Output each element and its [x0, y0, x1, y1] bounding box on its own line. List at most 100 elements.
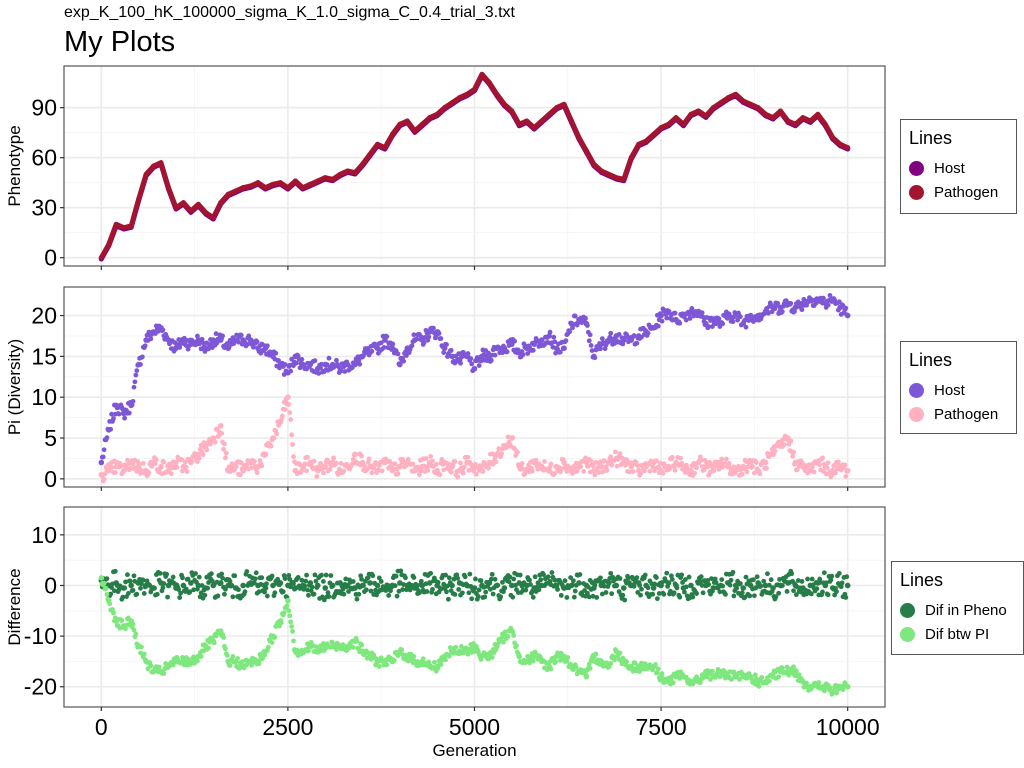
data-point: [304, 468, 309, 474]
data-point: [553, 350, 559, 356]
data-point: [289, 624, 295, 629]
data-point: [788, 438, 794, 444]
data-point: [250, 344, 256, 350]
data-point: [531, 125, 537, 131]
data-point: [430, 586, 435, 592]
data-point: [630, 469, 636, 474]
data-point: [739, 471, 745, 477]
data-point: [367, 580, 373, 586]
data-point: [146, 470, 152, 476]
data-point: [593, 459, 599, 465]
data-point: [434, 111, 440, 117]
data-point: [517, 572, 523, 578]
data-point: [538, 577, 544, 583]
data-point: [754, 574, 760, 580]
data-point: [356, 591, 362, 597]
data-point: [471, 468, 476, 474]
data-point: [367, 151, 373, 157]
data-point: [709, 576, 714, 581]
data-point: [469, 596, 475, 602]
data-point: [688, 111, 694, 117]
data-point: [456, 587, 462, 592]
data-point: [745, 464, 751, 470]
data-point: [694, 591, 699, 596]
data-point: [442, 105, 448, 111]
data-point: [471, 365, 478, 372]
data-point: [834, 690, 839, 696]
data-point: [337, 171, 343, 177]
data-point: [456, 351, 462, 357]
data-point: [373, 460, 379, 465]
data-point: [723, 456, 729, 462]
data-point: [392, 583, 398, 589]
data-point: [546, 333, 552, 339]
data-point: [379, 468, 385, 474]
data-point: [107, 601, 113, 607]
data-point: [505, 634, 511, 639]
data-point: [616, 332, 622, 337]
data-point: [281, 610, 287, 615]
data-point: [223, 646, 228, 652]
data-point: [282, 362, 288, 367]
data-point: [141, 651, 147, 657]
data-point: [843, 305, 849, 311]
data-point: [604, 467, 610, 473]
data-point: [799, 579, 805, 584]
data-point: [677, 594, 683, 600]
data-point: [118, 463, 124, 469]
data-point: [834, 589, 839, 594]
data-point: [469, 361, 475, 367]
data-point: [598, 575, 603, 581]
data-point: [376, 467, 381, 473]
data-point: [808, 591, 814, 597]
data-point: [111, 588, 117, 594]
data-point: [132, 379, 138, 385]
data-point: [650, 464, 656, 470]
data-point: [490, 591, 496, 597]
data-point: [683, 317, 689, 323]
data-point: [98, 575, 105, 581]
data-point: [557, 349, 563, 355]
data-point: [195, 582, 202, 589]
data-point: [631, 333, 637, 338]
data-point: [598, 168, 604, 174]
data-point: [340, 586, 346, 592]
data-point: [779, 665, 785, 671]
data-point: [160, 585, 166, 591]
data-point: [554, 105, 560, 111]
data-point: [217, 422, 224, 429]
data-point: [313, 644, 319, 649]
data-point: [151, 163, 157, 169]
data-point: [182, 459, 188, 465]
data-point: [492, 352, 498, 358]
data-point: [506, 579, 512, 585]
data-point: [730, 569, 736, 575]
data-point: [788, 301, 794, 306]
data-point: [334, 357, 339, 363]
data-point: [268, 443, 274, 449]
data-point: [302, 583, 308, 589]
data-point: [104, 592, 110, 597]
data-point: [509, 108, 515, 114]
data-point: [710, 585, 717, 591]
data-point: [359, 576, 365, 582]
legend-phenotype: Lines Host Pathogen: [900, 119, 1017, 214]
data-point: [343, 576, 349, 582]
data-point: [223, 455, 228, 461]
data-point: [389, 131, 395, 137]
data-point: [673, 115, 679, 121]
data-point: [794, 467, 800, 473]
data-point: [248, 183, 254, 189]
data-point: [123, 626, 128, 632]
data-point: [238, 460, 244, 466]
data-point: [668, 588, 673, 594]
data-point: [431, 659, 437, 665]
data-point: [705, 577, 711, 583]
panel-3: -20 -10 0 10 0 2500 5000 7500 10000 Difference Gen…: [5, 506, 886, 760]
data-point: [316, 467, 322, 473]
y-tick-label: 0: [44, 466, 57, 492]
data-point: [274, 431, 280, 437]
data-point: [259, 575, 265, 581]
data-point: [728, 577, 734, 583]
data-point: [122, 415, 128, 421]
